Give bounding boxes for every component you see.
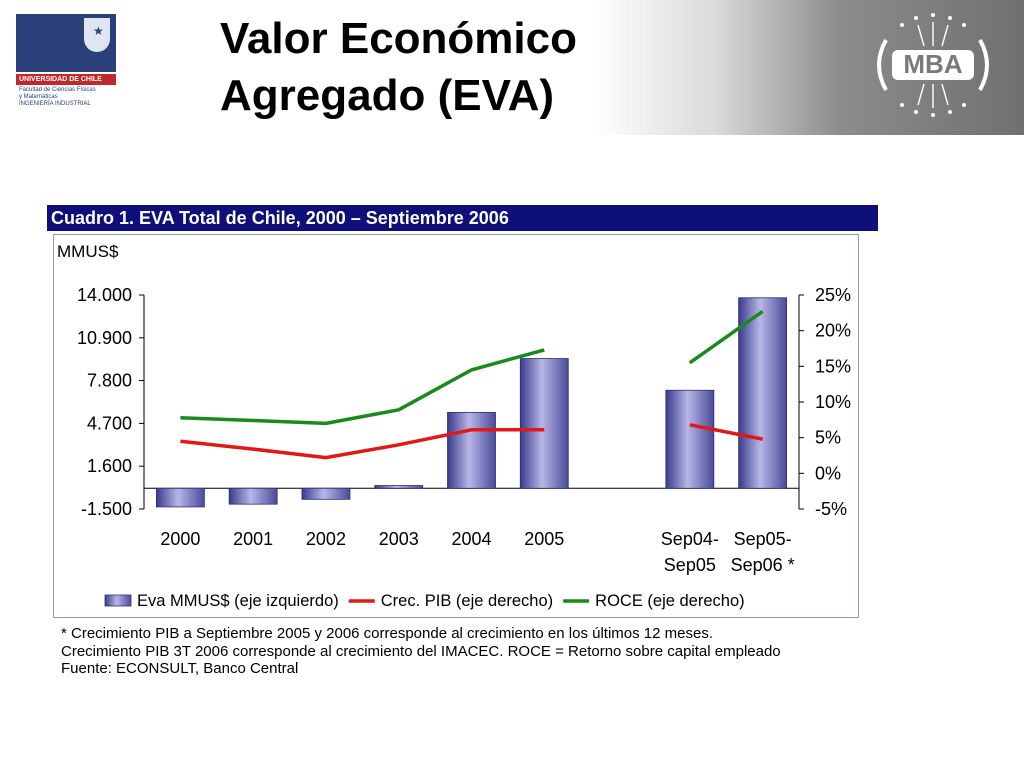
line-series [180, 309, 764, 460]
bar [665, 389, 715, 489]
right-tick-label: 0% [815, 463, 841, 483]
x-tick-label: 2003 [379, 529, 419, 549]
legend-label: Crec. PIB (eje derecho) [381, 592, 553, 610]
mba-logo-text: MBA [903, 49, 962, 79]
bar [228, 487, 278, 505]
legend-label: ROCE (eje derecho) [595, 592, 744, 610]
x-tick-label: 2004 [451, 529, 491, 549]
slide-title-line1: Valor Económico [220, 14, 577, 63]
right-tick-label: 5% [815, 428, 841, 448]
bar [301, 487, 351, 500]
footnote-line1: * Crecimiento PIB a Septiembre 2005 y 20… [61, 625, 713, 642]
university-name: UNIVERSIDAD DE CHILE [16, 74, 116, 85]
line-roce [180, 348, 545, 426]
footnote-line3: Fuente: ECONSULT, Banco Central [61, 660, 299, 677]
x-tick-label: 2001 [233, 529, 273, 549]
mba-logo: MBA [877, 13, 989, 117]
bar [155, 487, 205, 508]
x-tick-label: 2000 [160, 529, 200, 549]
eva-chart: MMUS$ 14.00010.9007.8004.7001.600-1.500 … [57, 242, 851, 610]
footnote: * Crecimiento PIB a Septiembre 2005 y 20… [61, 625, 879, 678]
x-tick-label: 2005 [524, 529, 564, 549]
right-tick-label: 25% [815, 285, 851, 305]
right-tick-label: 10% [815, 392, 851, 412]
bar-series [155, 297, 788, 508]
line-crec [180, 428, 545, 460]
bar [374, 485, 424, 489]
university-logo: ★ UNIVERSIDAD DE CHILE Facultad de Cienc… [16, 14, 116, 112]
legend-label: Eva MMUS$ (eje izquierdo) [137, 592, 339, 610]
slide-title: Valor Económico Agregado (EVA) [220, 10, 780, 124]
x-tick-label: Sep05- [734, 529, 792, 549]
bar [738, 297, 788, 489]
x-tick-label: Sep06 * [731, 555, 795, 575]
left-tick-label: 7.800 [87, 371, 132, 391]
chart-legend: Eva MMUS$ (eje izquierdo) Crec. PIB (eje … [104, 592, 745, 610]
x-tick-label: Sep04- [661, 529, 719, 549]
shield-icon [84, 18, 110, 52]
right-tick-label: 15% [815, 356, 851, 376]
star-icon: ★ [93, 24, 104, 38]
header-band [0, 0, 1024, 135]
right-tick-label: 20% [815, 321, 851, 341]
left-tick-label: -1.500 [81, 499, 132, 519]
left-tick-label: 4.700 [87, 413, 132, 433]
faculty-name: Facultad de Ciencias Físicas y Matemátic… [19, 87, 96, 107]
bar [447, 411, 496, 489]
left-tick-label: 1.600 [87, 456, 132, 476]
legend-swatch-bar [104, 594, 132, 607]
chart-title-banner: Cuadro 1. EVA Total de Chile, 2000 – Sep… [47, 205, 878, 231]
x-axis-labels: 2000 2001 2002 2003 2004 2005 Sep04- Sep05 Sep05… [160, 529, 794, 575]
x-tick-label: Sep05 [664, 555, 716, 575]
x-tick-label: 2002 [306, 529, 346, 549]
right-tick-label: -5% [815, 499, 847, 519]
line-crec [689, 423, 763, 441]
slide-title-line2: Agregado (EVA) [220, 71, 555, 120]
line-roce [688, 309, 764, 365]
footnote-line2: Crecimiento PIB 3T 2006 corresponde al c… [61, 642, 781, 660]
bar [519, 358, 569, 489]
left-axis-ticks: 14.000 10.900 7.800 4.700 1.600 -1.500 [77, 285, 144, 519]
left-tick-label: 14.000 [77, 285, 132, 305]
left-tick-label: 10.900 [77, 328, 132, 348]
unit-label: MMUS$ [57, 242, 119, 261]
right-axis-ticks: 25% 20% 15% 10% 5% 0% -5% [799, 285, 851, 519]
